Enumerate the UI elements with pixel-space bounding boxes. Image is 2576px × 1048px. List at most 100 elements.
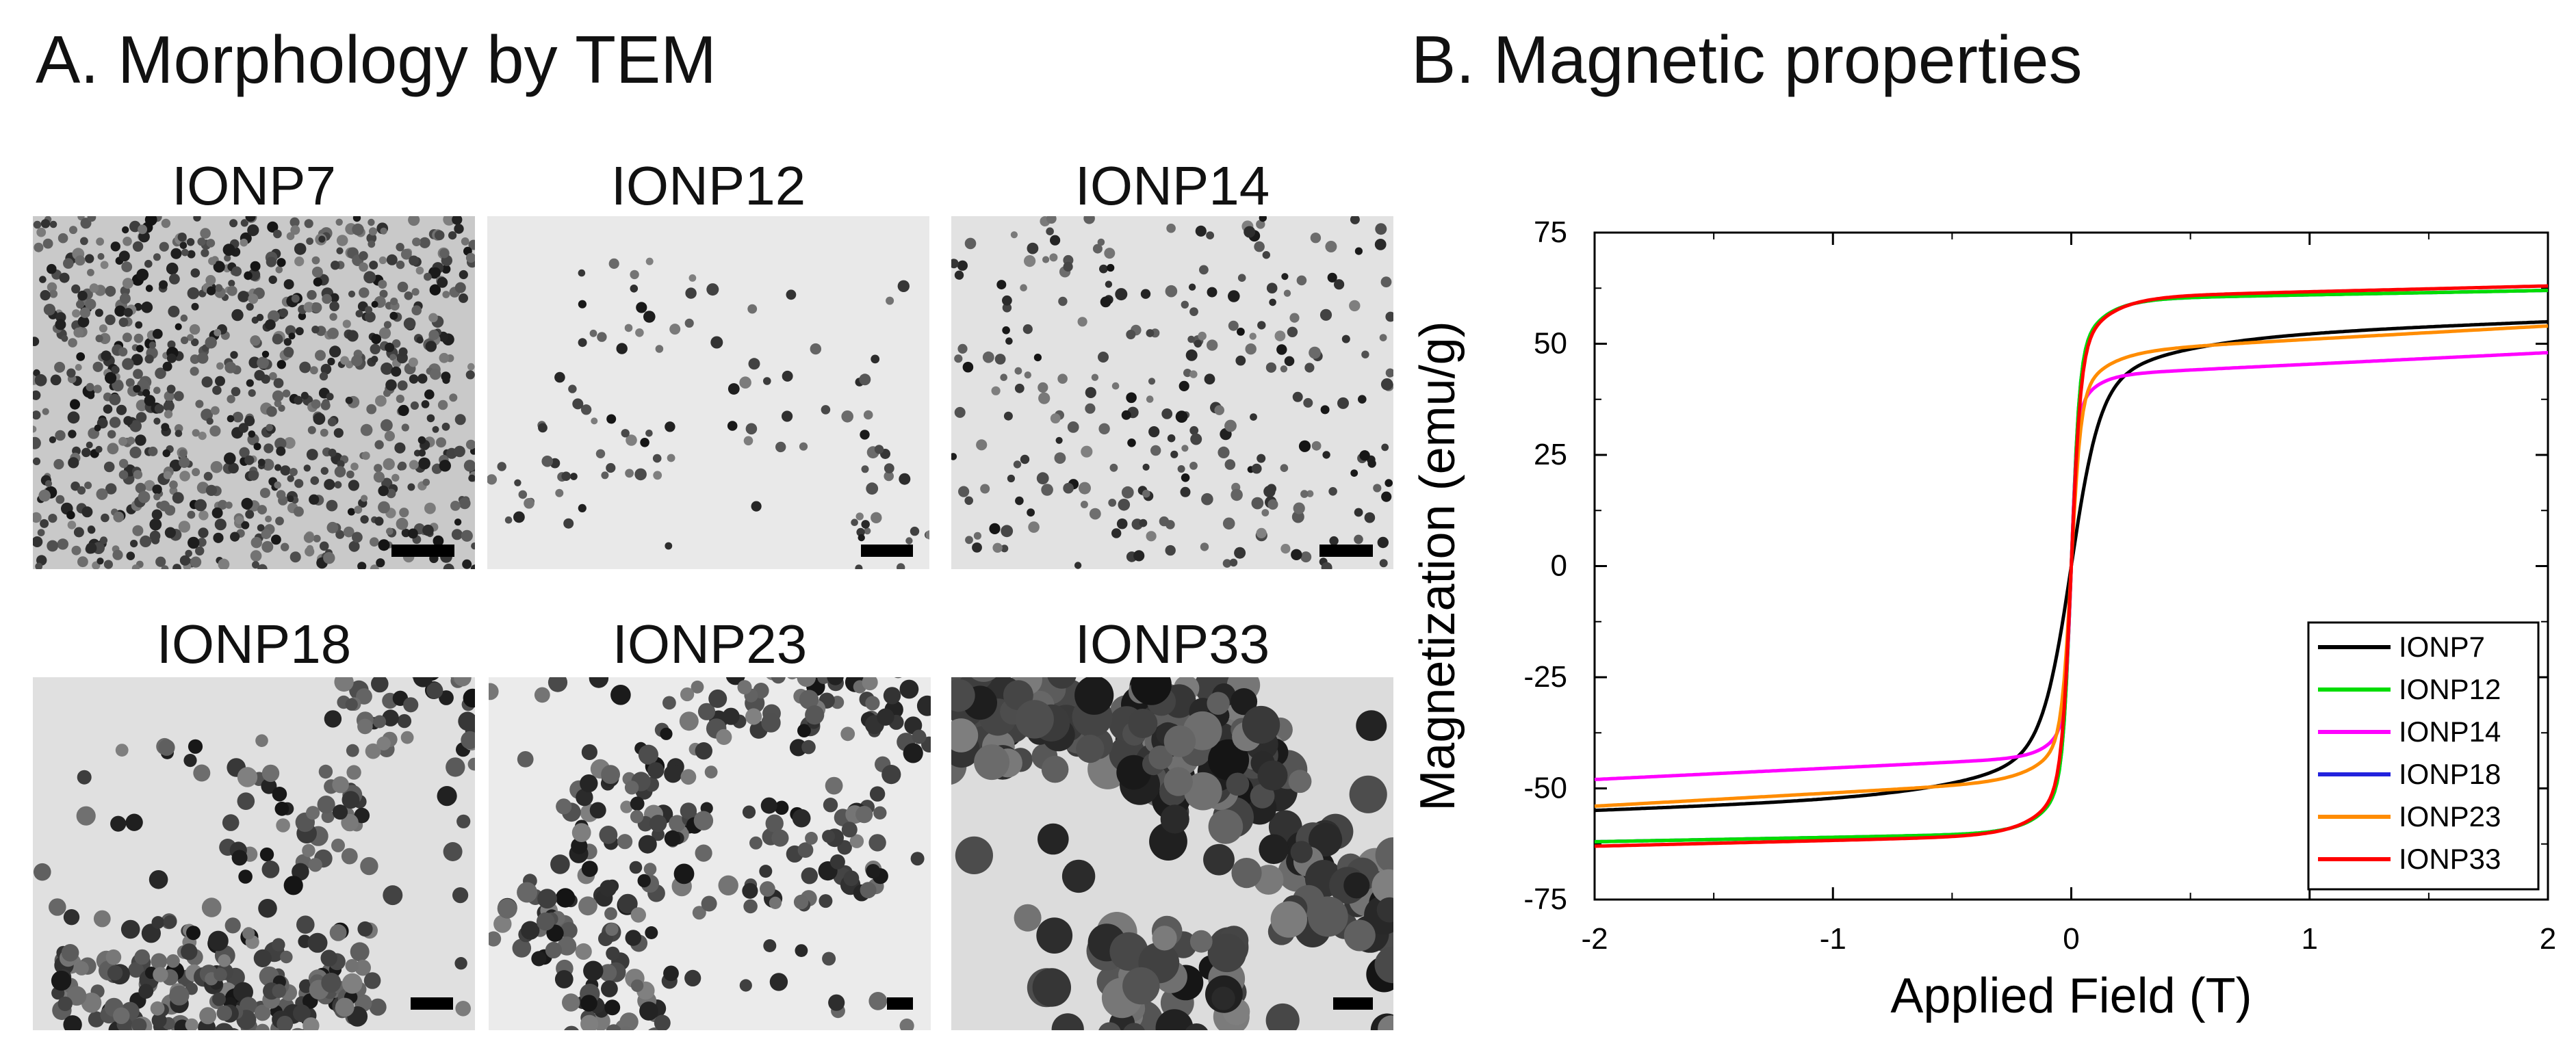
nanoparticle [346,744,359,757]
nanoparticle [225,501,233,509]
nanoparticle [397,713,412,729]
nanoparticle [903,743,923,763]
nanoparticle [1249,332,1257,340]
nanoparticle [415,266,424,275]
nanoparticle [1245,343,1257,355]
nanoparticle [706,283,719,296]
nanoparticle [218,954,231,967]
nanoparticle [216,362,224,370]
nanoparticle [605,923,619,936]
nanoparticle [266,257,276,267]
nanoparticle [487,474,497,485]
legend-label-ionp18: IONP18 [2399,758,2501,790]
nanoparticle [630,979,644,993]
nanoparticle [1341,335,1350,343]
nanoparticle [144,354,154,364]
nanoparticle [858,534,865,542]
nanoparticle [44,480,53,488]
nanoparticle [222,244,235,256]
nanoparticle [1061,859,1096,893]
nanoparticle [237,291,250,302]
nanoparticle [1083,216,1095,224]
nanoparticle [1237,274,1246,282]
nanoparticle [951,718,979,752]
nanoparticle [73,327,84,338]
nanoparticle [132,525,144,536]
nanoparticle [439,248,450,259]
nanoparticle [166,384,176,394]
nanoparticle [248,430,256,438]
nanoparticle [175,323,182,330]
nanoparticle [1280,544,1291,554]
nanoparticle [409,255,419,266]
nanoparticle [1146,531,1157,542]
nanoparticle [884,471,894,482]
nanoparticle [408,216,420,226]
nanoparticle [246,302,254,311]
nanoparticle [365,306,373,314]
nanoparticle [329,313,337,321]
nanoparticle [33,220,42,229]
nanoparticle [634,468,647,481]
nanoparticle [368,227,378,236]
nanoparticle [534,687,550,703]
nanoparticle [213,261,225,273]
nanoparticle [1152,926,1177,951]
nanoparticle [905,537,913,545]
nanoparticle [331,838,345,852]
nanoparticle [743,899,758,914]
nanoparticle [187,287,200,300]
nanoparticle [639,1001,658,1021]
nanoparticle [327,417,337,427]
nanoparticle [389,311,398,320]
nanoparticle [1003,411,1013,421]
nanoparticle [1257,321,1266,330]
nanoparticle [311,266,323,278]
nanoparticle [131,564,140,569]
nanoparticle [401,423,409,432]
nanoparticle [629,861,643,874]
nanoparticle [188,536,200,549]
nanoparticle [231,387,241,397]
nanoparticle [1015,700,1054,739]
nanoparticle [231,309,244,322]
nanoparticle [33,337,40,346]
nanoparticle [691,680,704,694]
nanoparticle [1109,463,1118,472]
nanoparticle [1166,223,1176,233]
nanoparticle [287,475,294,482]
nanoparticle [1292,391,1303,402]
nanoparticle [376,558,385,568]
nanoparticle [1208,739,1250,781]
nanoparticle [578,503,587,512]
nanoparticle [667,454,675,462]
nanoparticle [554,970,574,988]
nanoparticle [1005,337,1013,345]
nanoparticle [352,223,364,236]
nanoparticle [378,327,391,339]
nanoparticle [196,352,209,364]
nanoparticle [163,400,175,412]
nanoparticle [1007,474,1015,483]
nanoparticle [354,506,363,514]
nanoparticle [636,302,647,313]
nanoparticle [354,807,370,824]
nanoparticle [1304,363,1315,373]
nanoparticle [1371,869,1393,904]
legend-label-ionp12: IONP12 [2399,673,2501,705]
nanoparticle [237,792,255,810]
nanoparticle [324,479,335,490]
nanoparticle [782,410,793,422]
nanoparticle [873,806,887,820]
nanoparticle [187,250,196,259]
nanoparticle [957,260,968,271]
nanoparticle [461,731,475,750]
nanoparticle [1127,438,1136,447]
nanoparticle [194,499,207,512]
nanoparticle [860,430,870,440]
nanoparticle [580,404,592,415]
nanoparticle [135,434,146,446]
nanoparticle [307,425,316,434]
nanoparticle [463,688,475,708]
series-line-ionp33 [1594,284,2549,848]
